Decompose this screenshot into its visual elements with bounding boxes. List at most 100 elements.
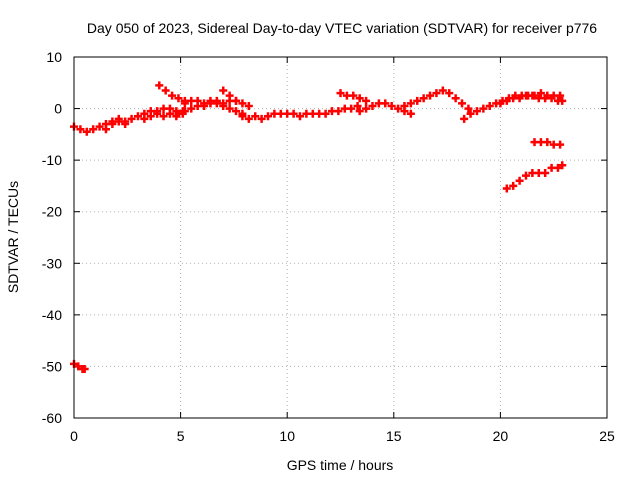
- data-point: [251, 112, 260, 121]
- series-track-16: [70, 359, 89, 374]
- data-point: [174, 94, 183, 103]
- data-point: [174, 109, 183, 118]
- data-point: [349, 91, 358, 100]
- data-point: [238, 99, 247, 108]
- data-point: [225, 91, 234, 100]
- x-axis-label: GPS time / hours: [287, 457, 394, 473]
- series-track-7: [219, 86, 253, 110]
- data-point: [419, 94, 428, 103]
- data-point: [387, 101, 396, 110]
- data-point: [353, 101, 362, 110]
- y-tick-label: 10: [46, 49, 62, 65]
- data-point: [232, 107, 241, 116]
- data-point: [355, 107, 364, 116]
- data-point: [558, 161, 567, 170]
- data-point: [127, 114, 136, 123]
- series-track-14: [530, 138, 565, 149]
- y-tick-label: -30: [42, 255, 62, 271]
- series-track-9: [336, 89, 371, 105]
- data-point: [95, 122, 104, 131]
- data-point: [347, 104, 356, 113]
- data-point: [466, 109, 475, 118]
- data-point: [336, 89, 345, 98]
- data-point: [362, 96, 371, 105]
- data-point: [219, 86, 228, 95]
- data-point: [295, 112, 304, 121]
- data-point: [445, 89, 454, 98]
- data-point: [264, 112, 273, 121]
- data-point: [76, 125, 85, 134]
- data-point: [515, 94, 524, 103]
- data-point: [406, 99, 415, 108]
- x-tick-label: 0: [70, 428, 78, 444]
- data-point: [193, 96, 202, 105]
- y-tick-label: -20: [42, 204, 62, 220]
- data-point: [432, 89, 441, 98]
- series-track-12: [460, 89, 565, 123]
- y-axis-label: SDTVAR / TECUs: [5, 181, 21, 293]
- series-track-11: [400, 86, 473, 113]
- chart-title: Day 050 of 2023, Sidereal Day-to-day VTE…: [87, 20, 597, 36]
- data-point: [556, 140, 565, 149]
- data-point: [543, 138, 552, 147]
- data-point: [355, 94, 364, 103]
- series-track-13: [496, 91, 567, 108]
- data-point: [496, 99, 505, 108]
- data-point: [334, 107, 343, 116]
- series-track-10: [355, 99, 415, 118]
- data-point: [257, 114, 266, 123]
- data-point: [200, 99, 209, 108]
- data-point: [80, 365, 89, 374]
- data-point: [89, 125, 98, 134]
- data-point: [451, 94, 460, 103]
- data-point: [165, 109, 174, 118]
- data-point: [541, 169, 550, 178]
- data-point: [509, 181, 518, 190]
- data-point: [219, 99, 228, 108]
- data-point: [472, 107, 481, 116]
- data-point: [232, 96, 241, 105]
- data-point: [244, 114, 253, 123]
- series-track-8: [238, 101, 362, 123]
- data-point: [464, 104, 473, 113]
- axis-ticks: 0 5 10 15 20 25 10 0 -10 -20 -30 -40 -50 -60: [42, 49, 615, 444]
- data-point: [168, 91, 177, 100]
- data-point: [528, 91, 537, 100]
- data-point: [82, 127, 91, 136]
- x-tick-label: 5: [177, 428, 185, 444]
- data-point: [244, 101, 253, 110]
- data-point: [146, 112, 155, 121]
- data-point: [238, 112, 247, 121]
- x-tick-label: 15: [386, 428, 402, 444]
- data-point: [521, 171, 530, 180]
- data-point: [108, 120, 117, 129]
- plot-frame: [73, 56, 608, 419]
- x-tick-label: 25: [599, 428, 615, 444]
- data-point: [394, 104, 403, 113]
- data-point: [558, 96, 567, 105]
- data-point: [140, 114, 149, 123]
- data-point: [101, 125, 110, 134]
- data-point: [413, 96, 422, 105]
- data-point: [368, 101, 377, 110]
- data-point: [515, 176, 524, 185]
- data-point: [161, 86, 170, 95]
- data-point: [180, 99, 189, 108]
- data-point: [155, 81, 164, 90]
- data-point: [114, 114, 123, 123]
- data-point: [225, 104, 234, 113]
- series-track-1: [70, 117, 130, 136]
- data-point: [212, 96, 221, 105]
- data-point: [479, 104, 488, 113]
- y-tick-label: 0: [54, 101, 62, 117]
- series-track-15: [502, 161, 567, 193]
- data-points: [70, 81, 567, 374]
- data-point: [485, 101, 494, 110]
- data-point: [321, 109, 330, 118]
- y-tick-label: -50: [42, 358, 62, 374]
- y-tick-label: -10: [42, 152, 62, 168]
- data-point: [187, 104, 196, 113]
- data-point: [153, 109, 162, 118]
- data-point: [289, 109, 298, 118]
- data-point: [502, 184, 511, 193]
